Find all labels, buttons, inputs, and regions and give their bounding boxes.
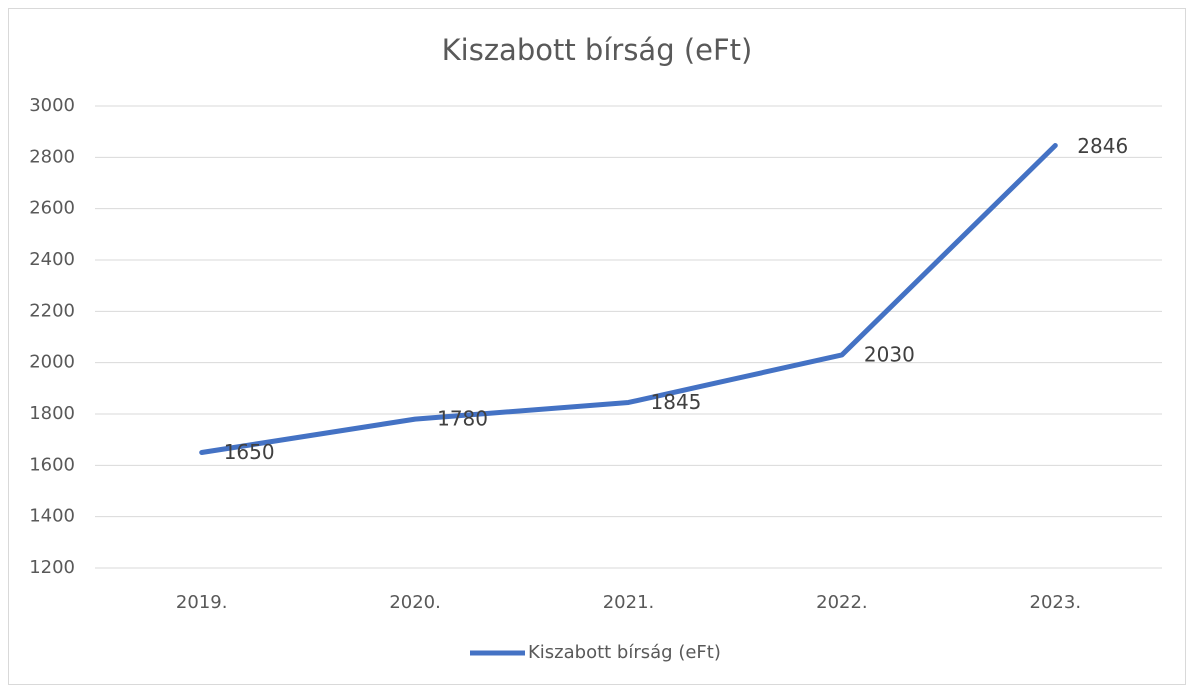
x-tick-label: 2021.	[603, 592, 655, 613]
y-tick-label: 2000	[29, 352, 75, 373]
chart-title: Kiszabott bírság (eFt)	[442, 33, 753, 67]
y-tick-label: 1200	[29, 557, 75, 578]
x-tick-label: 2023.	[1030, 592, 1082, 613]
y-tick-label: 2800	[29, 146, 75, 167]
y-tick-label: 1400	[29, 506, 75, 527]
y-tick-label: 1800	[29, 403, 75, 424]
data-label: 1845	[651, 390, 702, 414]
legend-label: Kiszabott bírság (eFt)	[528, 642, 721, 663]
data-label: 1650	[224, 440, 275, 464]
y-tick-label: 2600	[29, 198, 75, 219]
x-tick-label: 2019.	[176, 592, 228, 613]
chart-border	[8, 8, 1186, 685]
y-tick-label: 1600	[29, 454, 75, 475]
data-label: 2030	[864, 342, 915, 366]
line	[199, 143, 1058, 455]
data-label: 1780	[437, 407, 488, 431]
y-tick-label: 2200	[29, 300, 75, 321]
data-label: 2846	[1077, 134, 1128, 158]
y-tick-label: 3000	[29, 95, 75, 116]
x-tick-label: 2020.	[389, 592, 441, 613]
x-tick-label: 2022.	[816, 592, 868, 613]
y-tick-label: 2400	[29, 249, 75, 270]
